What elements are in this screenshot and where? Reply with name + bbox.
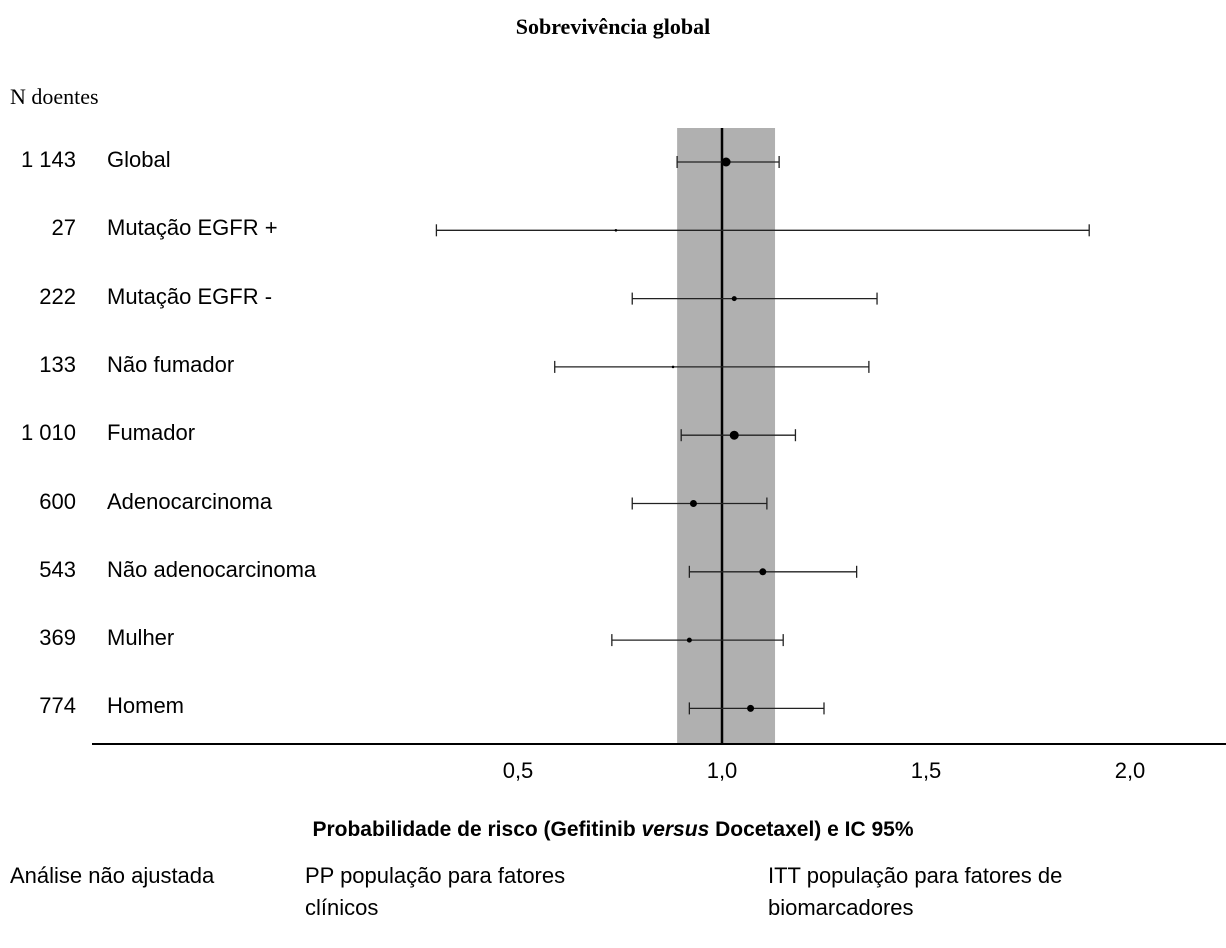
- x-tick-label: 0,5: [503, 758, 534, 783]
- legend-pp-clinical: PP população para fatores clínicos: [305, 863, 566, 920]
- row-n-patients: 27: [51, 215, 76, 241]
- legend-unadjusted: Análise não ajustada: [10, 863, 215, 888]
- row-n-patients: 774: [39, 693, 76, 719]
- row-subgroup-label: Não fumador: [107, 351, 235, 377]
- x-axis-label-italic: versus: [641, 818, 710, 841]
- row-n-patients: 222: [39, 283, 76, 309]
- row-subgroup-label: Mutação EGFR -: [107, 283, 273, 309]
- chart-title: Sobrevivência global: [515, 14, 711, 39]
- point-estimate: [731, 296, 737, 302]
- point-estimate: [671, 365, 675, 369]
- row-n-patients: 600: [39, 488, 76, 514]
- point-estimate: [614, 229, 618, 232]
- x-axis-label-part2: Docetaxel) e IC 95%: [709, 818, 914, 841]
- point-estimate: [689, 500, 697, 507]
- n-patients-header: N doentes: [10, 84, 99, 109]
- row-subgroup-label: Fumador: [107, 420, 196, 446]
- row-subgroup-label: Mulher: [107, 625, 175, 651]
- point-estimate: [729, 430, 739, 440]
- point-estimate: [747, 704, 755, 712]
- x-axis-label: Probabilidade de risco (Gefitinib versus…: [0, 818, 1226, 842]
- row-subgroup-label: Adenocarcinoma: [107, 488, 273, 514]
- point-estimate: [721, 157, 731, 167]
- row-n-patients: 1 010: [20, 420, 76, 446]
- row-subgroup-label: Mutação EGFR +: [107, 215, 278, 241]
- point-estimate: [686, 637, 692, 643]
- x-axis-label-part1: Probabilidade de risco (Gefitinib: [312, 818, 642, 841]
- row-n-patients: 369: [39, 625, 76, 651]
- point-estimate: [759, 568, 767, 576]
- x-tick-label: 1,0: [707, 758, 738, 783]
- row-n-patients: 543: [39, 556, 76, 582]
- row-n-patients: 133: [39, 351, 76, 377]
- row-subgroup-label: Homem: [107, 693, 185, 719]
- row-subgroup-label: Não adenocarcinoma: [107, 556, 317, 582]
- x-tick-label: 2,0: [1115, 758, 1146, 783]
- row-subgroup-label: Global: [107, 147, 171, 172]
- reference-band: [677, 128, 776, 744]
- x-tick-label: 1,5: [911, 758, 942, 783]
- row-n-patients: 1 143: [20, 147, 76, 172]
- legend-itt-biomarkers: ITT população para fatores de biomarcado…: [768, 863, 1063, 920]
